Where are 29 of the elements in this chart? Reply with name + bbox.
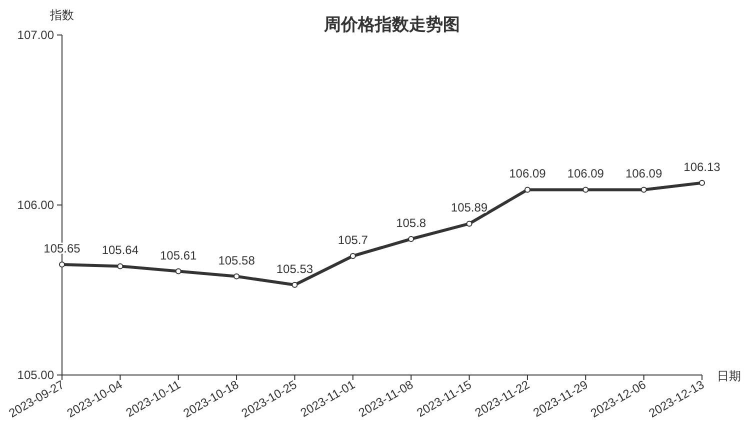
point — [699, 180, 705, 186]
y-axis-title: 指数 — [49, 8, 74, 22]
point — [408, 236, 414, 242]
point — [640, 186, 647, 193]
point — [59, 262, 65, 268]
data-label: 105.58 — [218, 253, 256, 268]
point — [117, 263, 124, 270]
point — [350, 253, 356, 259]
point — [582, 186, 589, 193]
point — [524, 186, 530, 193]
data-label: 106.09 — [567, 166, 604, 181]
y-tick-label: 106.00 — [17, 198, 54, 212]
data-label: 105.8 — [396, 216, 426, 230]
y-tick-label: 105.00 — [17, 368, 54, 382]
chart-title: 周价格指数走势图 — [323, 15, 460, 34]
data-label: 105.64 — [102, 243, 139, 258]
data-label: 106.09 — [509, 166, 546, 181]
point — [292, 282, 298, 288]
x-axis-title: 日期 — [717, 369, 741, 383]
data-label: 105.53 — [276, 262, 314, 276]
data-label: 105.89 — [450, 200, 488, 215]
data-label: 106.13 — [684, 160, 721, 174]
data-label: 105.7 — [338, 233, 368, 247]
point — [175, 268, 182, 274]
data-label: 105.61 — [160, 248, 198, 262]
y-tick-label: 107.00 — [17, 28, 54, 42]
point — [234, 273, 240, 280]
data-label: 106.09 — [625, 166, 662, 181]
point — [466, 220, 472, 227]
